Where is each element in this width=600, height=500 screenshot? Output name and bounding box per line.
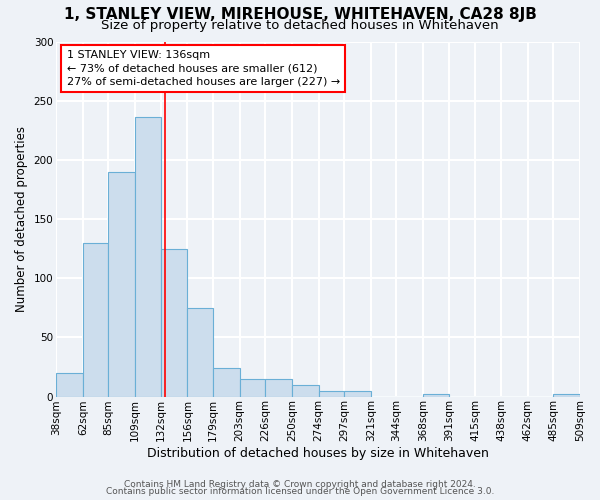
Bar: [344, 390, 371, 396]
Bar: [56, 373, 83, 396]
Bar: [161, 248, 187, 396]
Y-axis label: Number of detached properties: Number of detached properties: [15, 126, 28, 312]
X-axis label: Distribution of detached houses by size in Whitehaven: Distribution of detached houses by size …: [147, 447, 489, 460]
Text: 1, STANLEY VIEW, MIREHOUSE, WHITEHAVEN, CA28 8JB: 1, STANLEY VIEW, MIREHOUSE, WHITEHAVEN, …: [64, 8, 536, 22]
Bar: [423, 394, 449, 396]
Bar: [187, 308, 213, 396]
Text: Size of property relative to detached houses in Whitehaven: Size of property relative to detached ho…: [101, 19, 499, 32]
Bar: [83, 242, 109, 396]
Bar: [553, 394, 580, 396]
Bar: [239, 379, 265, 396]
Text: 1 STANLEY VIEW: 136sqm
← 73% of detached houses are smaller (612)
27% of semi-de: 1 STANLEY VIEW: 136sqm ← 73% of detached…: [67, 50, 340, 87]
Bar: [265, 379, 292, 396]
Bar: [213, 368, 239, 396]
Bar: [319, 390, 344, 396]
Text: Contains public sector information licensed under the Open Government Licence 3.: Contains public sector information licen…: [106, 487, 494, 496]
Text: Contains HM Land Registry data © Crown copyright and database right 2024.: Contains HM Land Registry data © Crown c…: [124, 480, 476, 489]
Bar: [292, 384, 319, 396]
Bar: [135, 117, 161, 396]
Bar: [109, 172, 135, 396]
